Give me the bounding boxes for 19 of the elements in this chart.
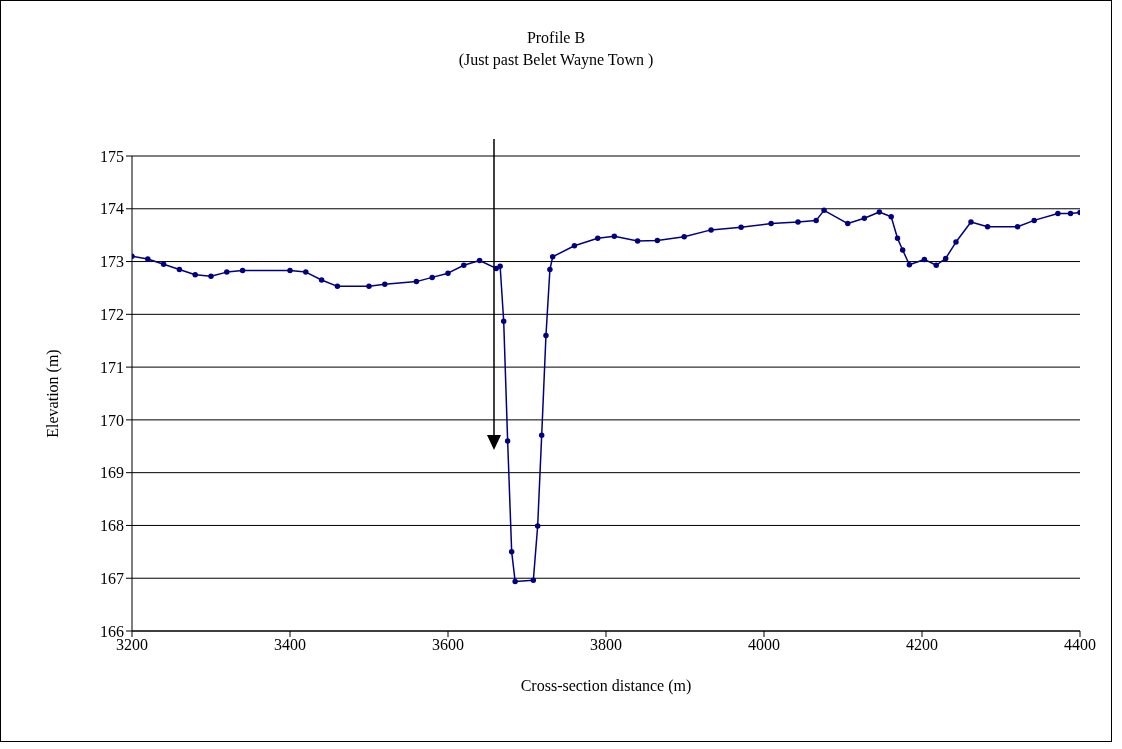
y-tick-label: 170 — [100, 411, 124, 429]
y-tick-label: 175 — [100, 147, 124, 165]
x-tick-label: 3400 — [274, 636, 306, 654]
x-tick-label: 4200 — [906, 636, 938, 654]
chart-subtitle: (Just past Belet Wayne Town ) — [457, 50, 655, 71]
x-axis-title: Cross-section distance (m) — [520, 677, 692, 695]
x-tick-label: 3600 — [432, 636, 464, 654]
y-tick-label: 167 — [100, 569, 124, 587]
y-tick-label: 172 — [100, 306, 124, 324]
x-tick-label: 3800 — [590, 636, 622, 654]
x-tick-label: 4400 — [1064, 636, 1096, 654]
y-tick-label: 174 — [100, 200, 124, 218]
y-tick-label: 169 — [100, 464, 124, 482]
chart-title: Profile B — [525, 28, 587, 48]
y-tick-label: 168 — [100, 517, 124, 535]
y-axis-title: Elevation (m) — [43, 349, 62, 438]
y-tick-label: 171 — [100, 358, 124, 376]
y-tick-label: 173 — [100, 253, 124, 271]
x-tick-label: 4000 — [748, 636, 780, 654]
